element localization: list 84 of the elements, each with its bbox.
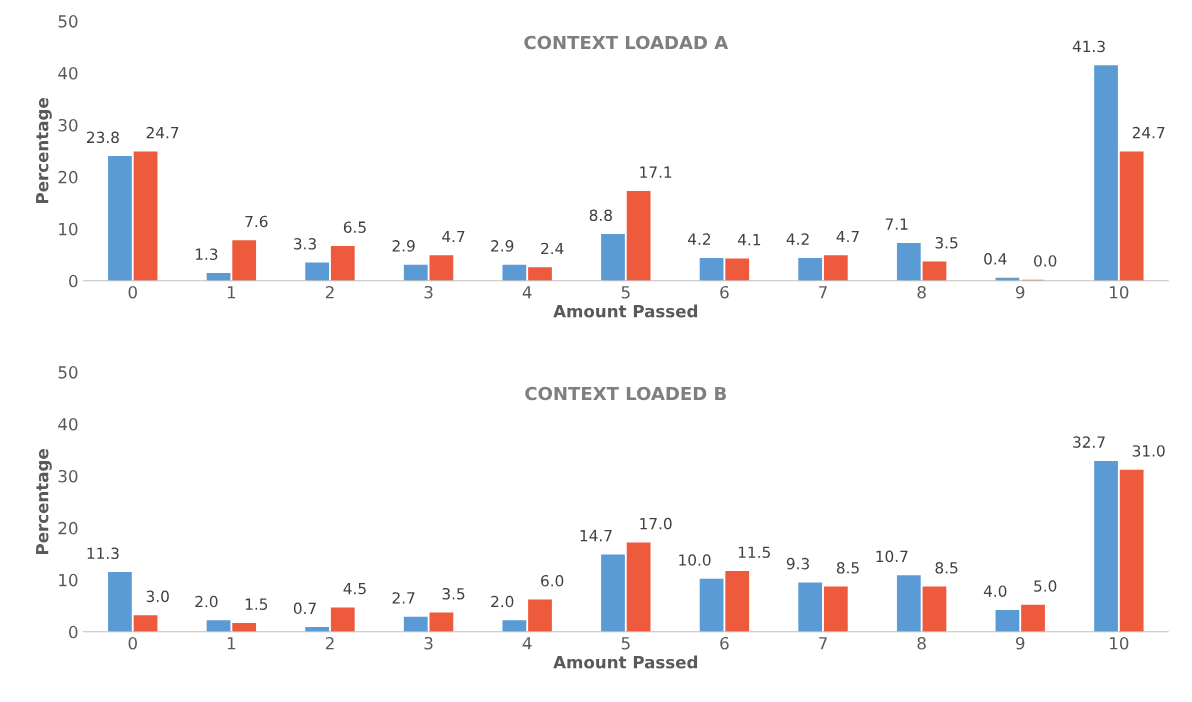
- x-tick-label: 10: [1110, 285, 1129, 299]
- y-axis-title: Percentage: [36, 98, 52, 204]
- data-label: 3.5: [442, 587, 465, 600]
- x-tick-label: 7: [819, 637, 827, 650]
- y-tick-label: 10: [59, 573, 78, 587]
- data-label: 9.3: [786, 557, 809, 570]
- data-label: 4.1: [737, 234, 761, 246]
- y-axis-title: Percentage: [36, 449, 52, 555]
- data-label: 7.1: [885, 218, 908, 230]
- data-label: 2.7: [392, 592, 415, 604]
- y-tick-label: 0: [69, 625, 78, 639]
- y-tick-label: 40: [58, 417, 78, 431]
- data-label: 32.7: [1073, 436, 1105, 448]
- data-label: 0.0: [1034, 255, 1057, 267]
- data-label: 14.7: [580, 530, 612, 542]
- y-tick-label: 0: [69, 274, 78, 288]
- data-label: 0.4: [984, 253, 1007, 265]
- data-label: 2.9: [491, 240, 514, 252]
- x-tick-label: 4: [522, 286, 532, 299]
- data-label: 2.0: [491, 595, 514, 608]
- x-tick-label: 9: [1015, 636, 1025, 650]
- data-label: 1.3: [195, 248, 218, 260]
- data-label: 17.1: [640, 166, 672, 178]
- x-tick-label: 7: [819, 286, 827, 299]
- data-label: 4.2: [786, 233, 809, 245]
- data-label: 4.2: [688, 233, 711, 245]
- x-axis-title: Amount Passed: [553, 655, 698, 669]
- data-label: 1.5: [245, 598, 268, 610]
- y-tick-label: 30: [58, 469, 78, 483]
- y-tick-label: 10: [59, 222, 78, 236]
- data-label: 10.7: [876, 550, 908, 563]
- y-tick-label: 20: [58, 521, 78, 535]
- data-label: 0.7: [293, 602, 316, 615]
- data-label: 3.5: [935, 236, 958, 249]
- data-label: 6.5: [343, 221, 366, 233]
- data-label: 2.9: [392, 240, 415, 252]
- x-tick-label: 4: [522, 637, 532, 650]
- data-label: 4.7: [836, 230, 859, 243]
- y-tick-label: 50: [58, 366, 78, 379]
- x-tick-label: 3: [424, 285, 433, 299]
- data-label: 8.5: [935, 562, 958, 574]
- x-axis-title: Amount Passed: [553, 304, 698, 318]
- x-tick-label: 1: [227, 637, 236, 650]
- data-label: 24.7: [146, 126, 179, 139]
- data-label: 3.0: [146, 590, 169, 603]
- x-tick-label: 5: [621, 286, 630, 299]
- x-tick-label: 5: [621, 637, 630, 650]
- data-label: 2.0: [195, 595, 218, 608]
- data-label: 17.0: [640, 517, 672, 530]
- data-label: 11.5: [738, 546, 770, 558]
- data-label: 7.6: [245, 215, 268, 228]
- x-tick-label: 2: [325, 285, 334, 299]
- x-tick-label: 1: [227, 286, 236, 299]
- x-tick-label: 0: [128, 636, 137, 650]
- data-label: 11.3: [87, 547, 119, 560]
- x-tick-label: 9: [1015, 285, 1025, 299]
- text: CONTEXT LOADED B: [525, 386, 726, 401]
- data-label: 6.0: [541, 575, 564, 587]
- x-tick-label: 10: [1110, 636, 1129, 650]
- data-label: 3.3: [294, 238, 316, 250]
- data-label: 4.7: [442, 230, 465, 243]
- data-label: 31.0: [1132, 445, 1165, 457]
- data-label: 4.0: [983, 585, 1007, 597]
- x-tick-label: 2: [325, 636, 334, 650]
- x-tick-label: 8: [917, 285, 926, 299]
- data-label: 8.8: [589, 209, 612, 222]
- y-tick-label: 40: [58, 66, 78, 80]
- y-tick-label: 50: [58, 15, 78, 28]
- text: CONTEXT LOADAD A: [524, 35, 729, 50]
- data-label: 2.4: [541, 242, 564, 255]
- x-tick-label: 6: [720, 285, 729, 299]
- data-label: 23.8: [87, 131, 119, 144]
- x-tick-label: 6: [720, 636, 729, 650]
- y-tick-label: 30: [58, 118, 78, 132]
- y-tick-label: 20: [58, 170, 78, 184]
- x-tick-label: 3: [424, 636, 433, 650]
- data-label: 41.3: [1072, 40, 1105, 53]
- x-tick-label: 0: [128, 285, 137, 299]
- data-label: 10.0: [679, 554, 711, 566]
- data-label: 4.5: [343, 583, 366, 595]
- x-tick-label: 8: [917, 636, 926, 650]
- data-label: 24.7: [1132, 126, 1165, 139]
- data-label: 8.5: [836, 562, 859, 574]
- data-label: 5.0: [1034, 580, 1057, 592]
